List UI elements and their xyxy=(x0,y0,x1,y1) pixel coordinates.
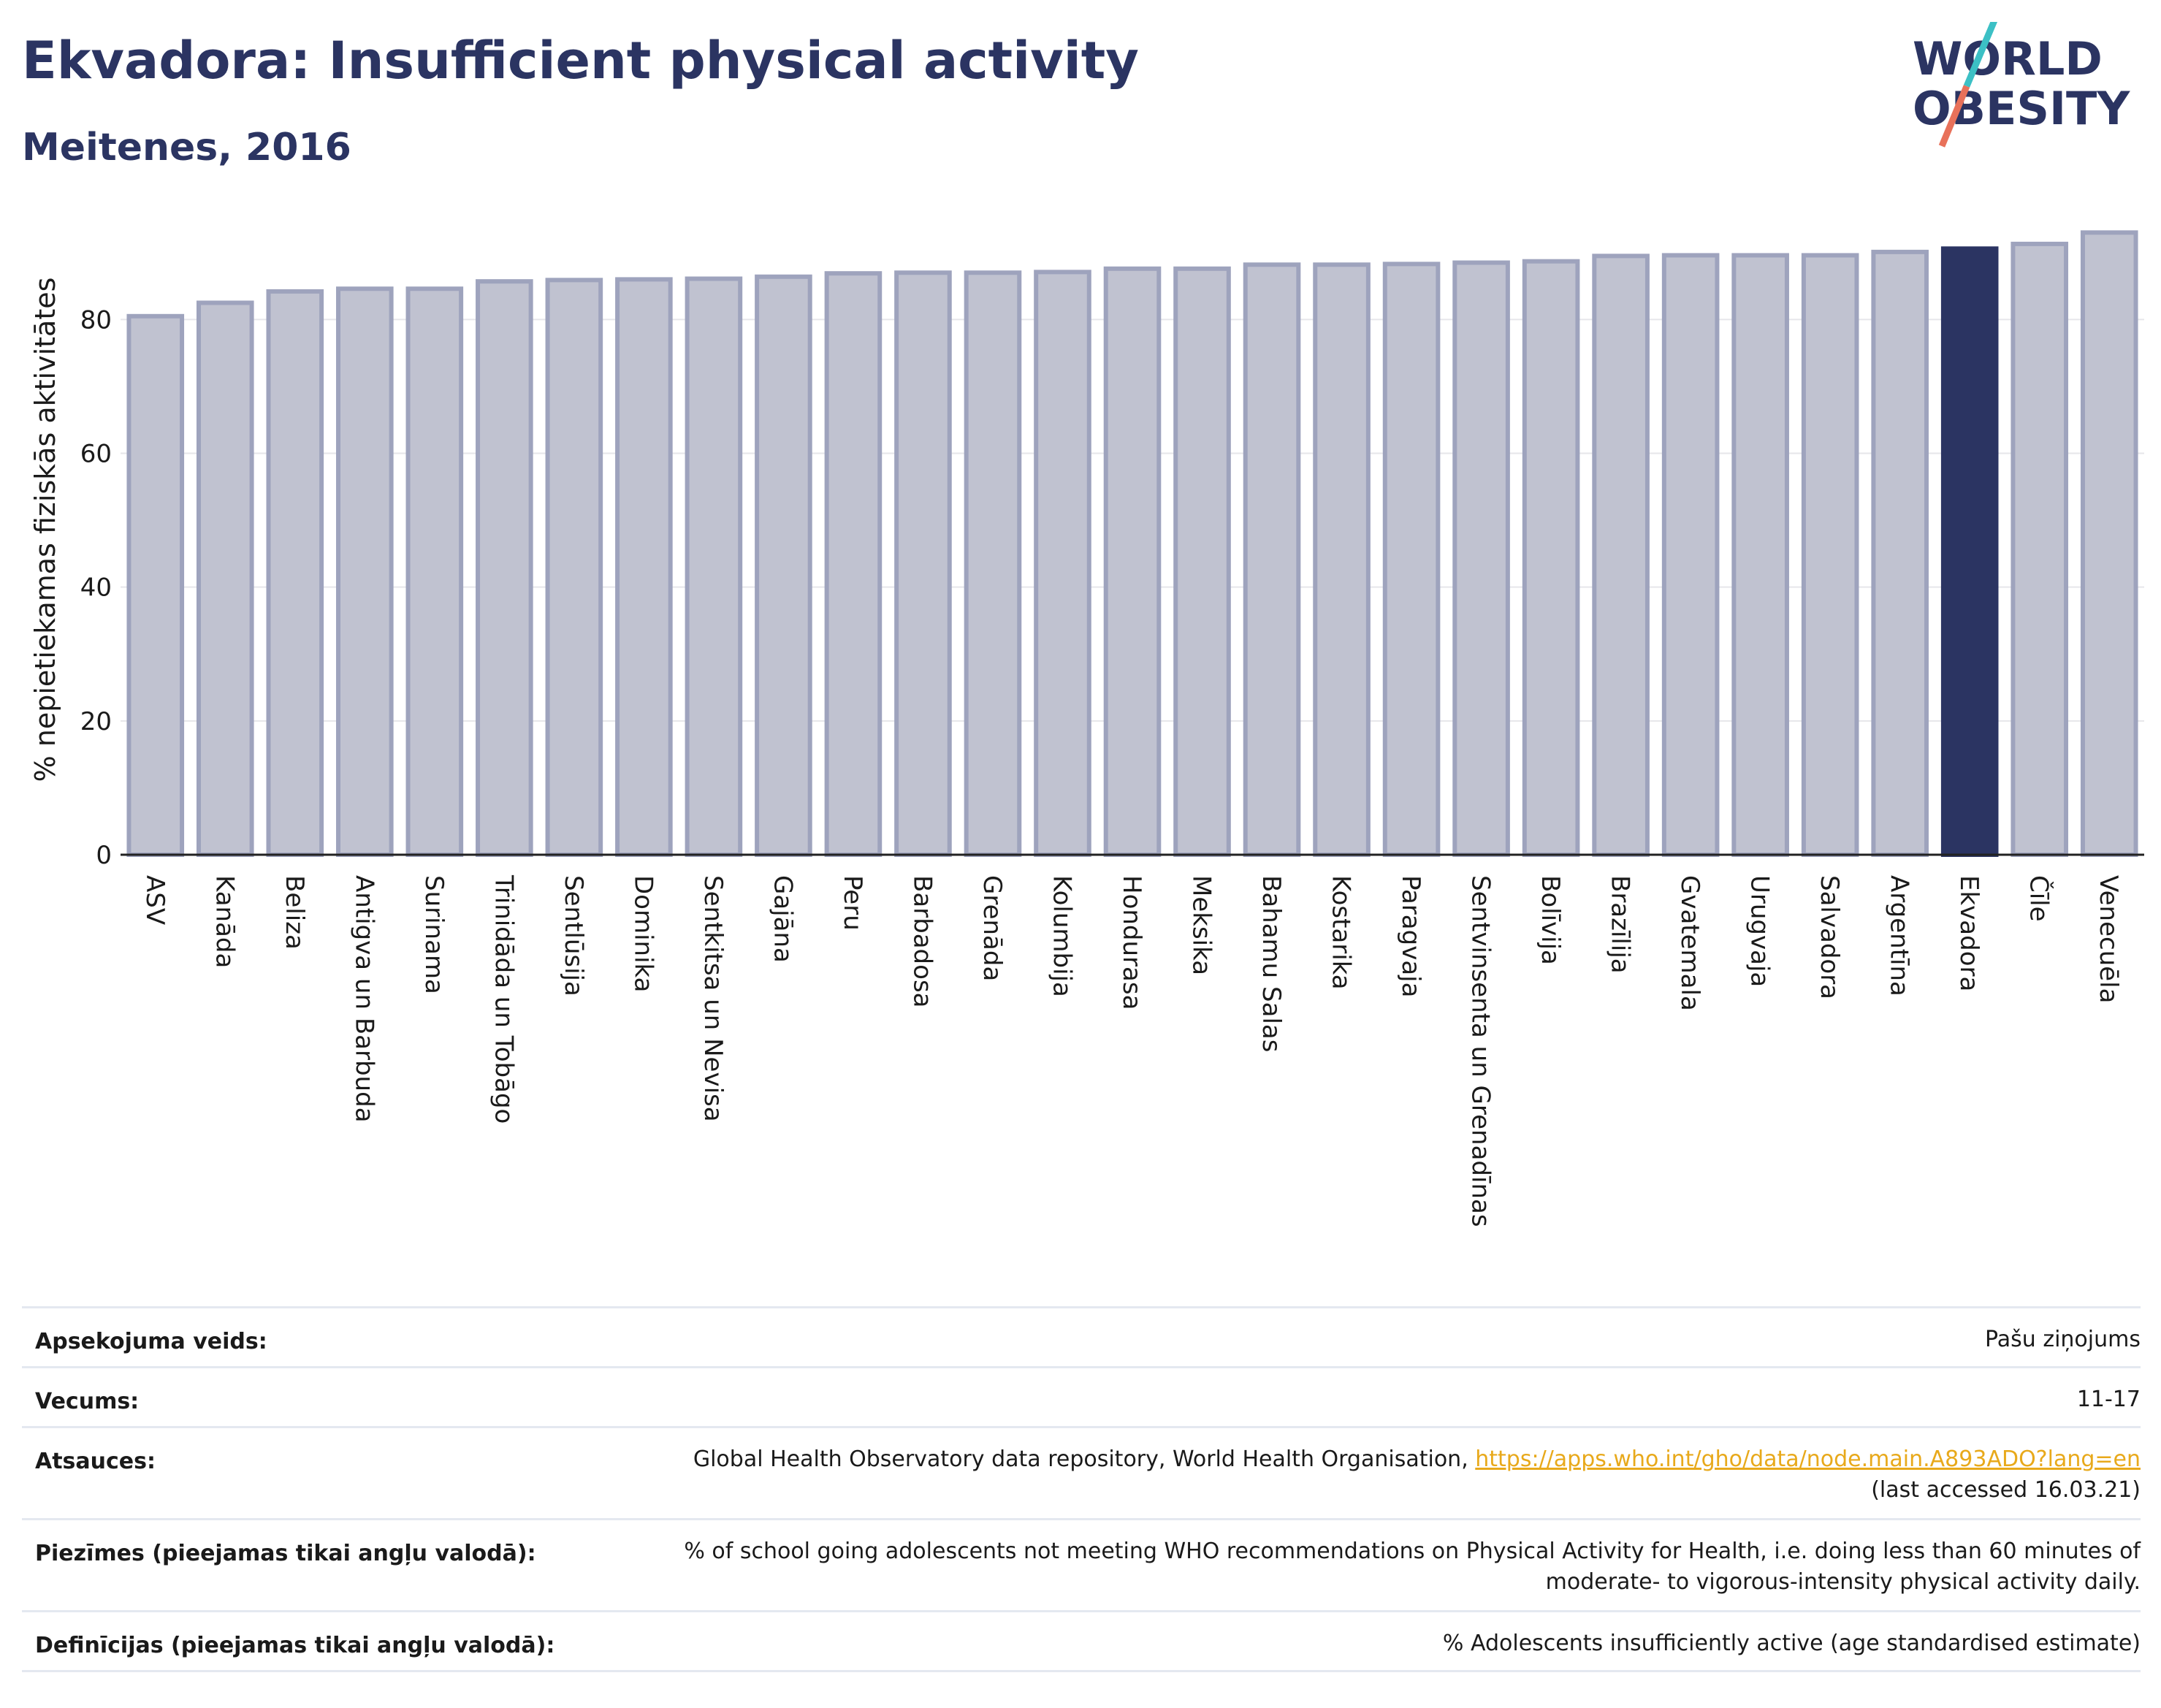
x-tick-label: Kanāda xyxy=(210,875,239,968)
bar-gvatemala xyxy=(1661,253,1720,857)
chart-title: Ekvadora: Insufficient physical activity xyxy=(22,31,1139,91)
info-label: Definīcijas (pieejamas tikai angļu valod… xyxy=(22,1610,590,1672)
logo-text-world: WORLD xyxy=(1913,32,2103,85)
x-tick-label: Kolumbija xyxy=(1047,875,1076,997)
info-label: Atsauces: xyxy=(22,1426,590,1520)
bar-sentkitsa-un-nevisa xyxy=(685,276,743,857)
bar-surinama xyxy=(405,286,464,857)
bar-sentvinsenta-un-grenadīnas xyxy=(1452,260,1510,857)
info-row-references: Atsauces: Global Health Observatory data… xyxy=(22,1426,2141,1520)
y-tick-label: 80 xyxy=(80,305,112,335)
x-tick-label: Beliza xyxy=(280,875,309,950)
bar-meksika xyxy=(1173,266,1231,857)
x-tick-label: Bolīvija xyxy=(1536,875,1565,965)
info-label: Piezīmes (pieejamas tikai angļu valodā): xyxy=(22,1518,590,1612)
reference-link[interactable]: https://apps.who.int/gho/data/node.main.… xyxy=(1475,1446,2141,1472)
x-tick-label: Salvadora xyxy=(1815,875,1844,999)
x-tick-label: Kostarika xyxy=(1327,875,1356,990)
y-tick-label: 20 xyxy=(80,707,112,736)
x-tick-labels: ASV Kanāda Beliza Antigva un Barbuda Surinam… xyxy=(140,874,2123,1227)
x-tick-label: Gajāna xyxy=(768,875,797,963)
bar-barbadosa xyxy=(894,270,952,857)
info-value: % Adolescents insufficiently active (age… xyxy=(590,1610,2141,1672)
bar-trinidāda-un-tobāgo xyxy=(476,279,533,858)
bar-urugvaja xyxy=(1731,253,1789,857)
info-row-definitions: Definīcijas (pieejamas tikai angļu valod… xyxy=(22,1610,2141,1672)
x-tick-label: Gvatemala xyxy=(1675,875,1704,1011)
y-tick-labels: 0 20 40 60 80 xyxy=(80,305,112,870)
bar-grenāda xyxy=(964,270,1022,857)
bar-asv xyxy=(126,313,185,857)
bar-gajāna xyxy=(755,274,812,858)
bar-peru xyxy=(824,271,883,857)
y-axis-label: % nepietiekamas fiziskās aktivitātes xyxy=(29,278,61,782)
world-obesity-logo: WORLD OBESITY xyxy=(1913,22,2130,148)
x-tick-label: Sentvinsenta un Grenadīnas xyxy=(1466,875,1495,1227)
bar-antigva-un-barbuda xyxy=(336,286,394,857)
x-tick-label: Sentkitsa un Nevisa xyxy=(698,875,728,1122)
chart-subtitle: Meitenes, 2016 xyxy=(22,126,351,169)
bars xyxy=(126,230,2138,858)
bar-venecuēla xyxy=(2080,230,2138,857)
x-tick-label: ASV xyxy=(140,875,169,925)
x-tick-label: Meksika xyxy=(1187,875,1216,975)
info-value: Pašu ziņojums xyxy=(590,1306,2141,1368)
bar-beliza xyxy=(266,289,324,857)
reference-accessed: (last accessed 16.03.21) xyxy=(1871,1477,2141,1503)
x-tick-label: Antigva un Barbuda xyxy=(349,875,378,1123)
bar-hondurasa xyxy=(1103,266,1162,857)
logo-slash-top xyxy=(1963,22,1998,88)
y-tick-label: 60 xyxy=(80,440,112,469)
x-tick-label: Bahamu Salas xyxy=(1257,875,1286,1052)
x-tick-label: Trinidāda un Tobāgo xyxy=(489,874,518,1124)
x-tick-label: Paragvaja xyxy=(1396,875,1425,997)
x-tick-label: Ekvadora xyxy=(1954,875,1983,991)
bar-čīle xyxy=(2011,241,2069,857)
x-tick-label: Dominika xyxy=(628,875,658,992)
info-table: Apsekojuma veids: Pašu ziņojums Vecums: … xyxy=(22,1306,2141,1672)
info-value: Global Health Observatory data repositor… xyxy=(590,1426,2141,1520)
bar-kostarika xyxy=(1313,262,1371,857)
notes-line-1: % of school going adolescents not meetin… xyxy=(684,1539,2141,1564)
y-tick-label: 40 xyxy=(80,573,112,603)
bar-ekvadora xyxy=(1940,246,1999,857)
bar-sentlūsija xyxy=(545,278,603,857)
info-row-age: Vecums: 11-17 xyxy=(22,1366,2141,1427)
x-tick-label: Čīle xyxy=(2024,875,2054,922)
logo-slash-bottom xyxy=(1938,85,1970,148)
x-tick-label: Peru xyxy=(838,875,867,931)
info-row-survey: Apsekojuma veids: Pašu ziņojums xyxy=(22,1306,2141,1368)
info-row-notes: Piezīmes (pieejamas tikai angļu valodā):… xyxy=(22,1518,2141,1612)
info-value: 11-17 xyxy=(590,1366,2141,1427)
x-tick-label: Venecuēla xyxy=(2094,875,2123,1003)
bar-kanāda xyxy=(196,300,254,857)
bar-argentīna xyxy=(1871,249,1929,858)
bar-bolīvija xyxy=(1522,259,1580,857)
x-tick-label: Sentlūsija xyxy=(559,875,588,996)
x-tick-label: Urugvaja xyxy=(1745,875,1775,987)
x-tick-label: Hondurasa xyxy=(1117,875,1146,1010)
x-tick-label: Barbadosa xyxy=(907,875,937,1008)
info-value: % of school going adolescents not meetin… xyxy=(590,1518,2141,1612)
bar-dominika xyxy=(615,277,673,857)
x-tick-label: Brazīlija xyxy=(1606,875,1635,974)
bar-paragvaja xyxy=(1382,262,1441,857)
bar-brazīlija xyxy=(1592,253,1650,857)
notes-line-2: moderate- to vigorous-intensity physical… xyxy=(1545,1569,2141,1595)
bar-chart: 0 20 40 60 80 ASV Kanāda Beliza Antigva un Barb… xyxy=(29,230,2144,1227)
bar-bahamu-salas xyxy=(1243,262,1301,857)
info-label: Vecums: xyxy=(22,1366,590,1427)
x-tick-label: Surinama xyxy=(419,875,449,994)
info-label: Apsekojuma veids: xyxy=(22,1306,590,1368)
bar-kolumbija xyxy=(1034,270,1091,858)
x-tick-label: Grenāda xyxy=(977,875,1007,981)
y-tick-label: 0 xyxy=(96,841,112,870)
bar-salvadora xyxy=(1801,253,1859,857)
x-tick-label: Argentīna xyxy=(1885,875,1914,996)
reference-text: Global Health Observatory data repositor… xyxy=(693,1446,1476,1472)
